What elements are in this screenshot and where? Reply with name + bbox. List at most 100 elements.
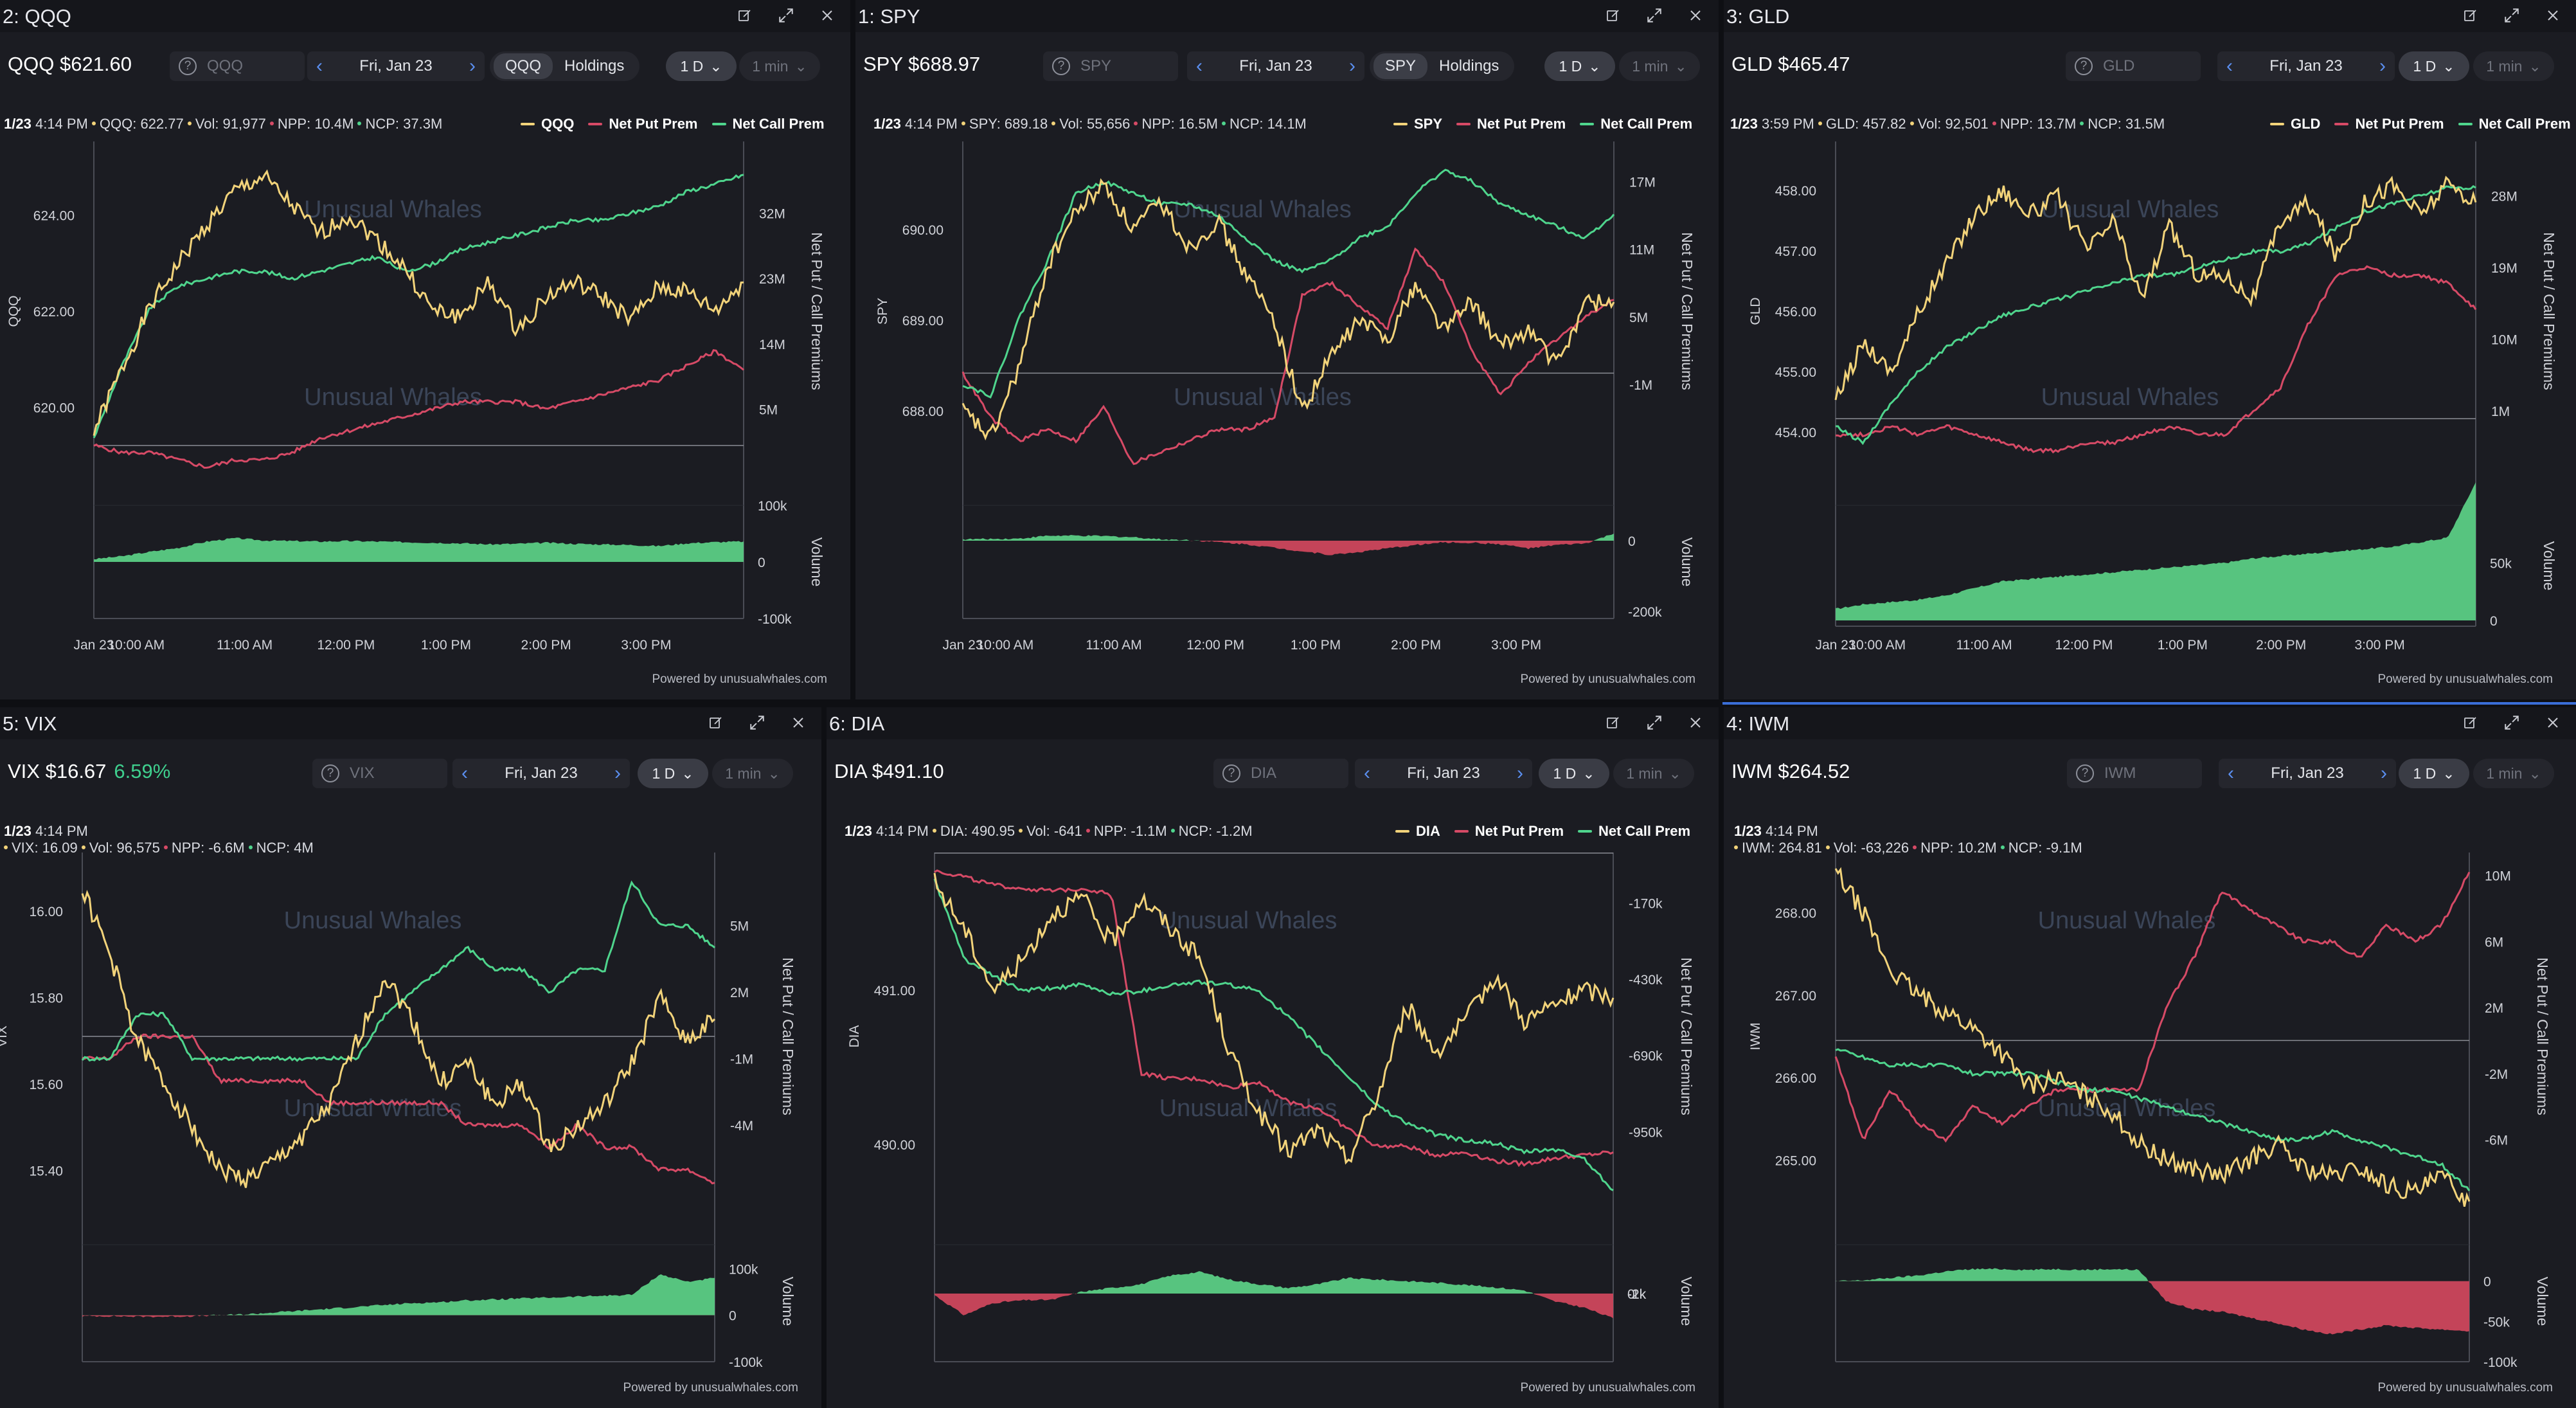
search-input[interactable] — [1249, 764, 1348, 783]
chevron-left-icon[interactable]: ‹ — [461, 763, 468, 784]
close-icon[interactable] — [1684, 4, 1707, 27]
chevron-right-icon[interactable]: › — [1516, 763, 1523, 784]
legend-item[interactable]: Net Put Prem — [1456, 116, 1566, 132]
close-icon[interactable] — [2541, 711, 2564, 734]
legend-item[interactable]: DIA — [1395, 823, 1440, 840]
timeframe-select[interactable]: 1 D ⌄ — [1539, 759, 1609, 788]
date-label[interactable]: Fri, Jan 23 — [2271, 764, 2344, 782]
legend-item[interactable]: Net Put Prem — [588, 116, 698, 132]
legend-item[interactable]: Net Put Prem — [2334, 116, 2444, 132]
chevron-down-icon: ⌄ — [1668, 764, 1681, 782]
time-tick-label: 1:00 PM — [421, 638, 471, 653]
timeframe-select[interactable]: 1 D ⌄ — [638, 759, 708, 788]
search-input[interactable] — [2103, 764, 2202, 783]
date-label[interactable]: Fri, Jan 23 — [2269, 57, 2343, 75]
powered-by-label[interactable]: Powered by unusualwhales.com — [1520, 672, 1696, 686]
close-icon[interactable] — [2541, 4, 2564, 27]
date-label[interactable]: Fri, Jan 23 — [505, 764, 578, 782]
expand-icon[interactable] — [774, 4, 798, 27]
powered-by-label[interactable]: Powered by unusualwhales.com — [2377, 1381, 2554, 1394]
search-input[interactable] — [348, 764, 447, 783]
info-dot — [1818, 122, 1822, 126]
legend-item[interactable]: GLD — [2270, 116, 2320, 132]
timeframe-select[interactable]: 1 D ⌄ — [2399, 759, 2469, 788]
timeframe-select[interactable]: 1 D ⌄ — [1544, 51, 1615, 81]
ticker-search[interactable]: ? — [1213, 759, 1348, 788]
legend-item[interactable]: QQQ — [521, 116, 574, 132]
volume-area-positive — [1073, 1271, 1534, 1294]
price-premium-chart[interactable]: Unusual Whales Unusual Whales 16.00 15.80 15… — [0, 707, 821, 1408]
premium-tick-label: 5M — [759, 402, 778, 417]
net-put-premium-line — [934, 869, 1614, 1168]
search-input[interactable] — [1079, 57, 1178, 76]
chevron-down-icon: ⌄ — [767, 764, 780, 782]
premium-tick-label: 28M — [2491, 189, 2518, 204]
chevron-left-icon[interactable]: ‹ — [1196, 55, 1203, 77]
close-icon[interactable] — [1684, 711, 1707, 734]
chevron-left-icon[interactable]: ‹ — [2226, 55, 2233, 77]
interval-select[interactable]: 1 min ⌄ — [712, 759, 793, 788]
chevron-right-icon[interactable]: › — [2380, 763, 2387, 784]
legend-item[interactable]: SPY — [1393, 116, 1442, 132]
price-premium-chart[interactable]: Unusual Whales Unusual Whales 268.00 267.00… — [1724, 707, 2576, 1408]
expand-icon[interactable] — [2500, 4, 2523, 27]
price-value: $465.47 — [1778, 53, 1850, 75]
powered-by-label[interactable]: Powered by unusualwhales.com — [623, 1381, 799, 1394]
edit-icon[interactable] — [2459, 711, 2482, 734]
interval-select[interactable]: 1 min ⌄ — [739, 51, 820, 81]
chevron-right-icon[interactable]: › — [469, 55, 476, 77]
edit-icon[interactable] — [1602, 4, 1625, 27]
expand-icon[interactable] — [1643, 4, 1666, 27]
close-icon[interactable] — [816, 4, 839, 27]
date-label[interactable]: Fri, Jan 23 — [359, 57, 433, 75]
chevron-right-icon[interactable]: › — [1348, 55, 1355, 77]
interval-select[interactable]: 1 min ⌄ — [2473, 51, 2554, 81]
price-premium-chart[interactable]: Unusual Whales Unusual Whales 624.00 622.00… — [0, 0, 850, 699]
search-input[interactable] — [2102, 57, 2201, 76]
interval-select[interactable]: 1 min ⌄ — [1619, 51, 1700, 81]
powered-by-label[interactable]: Powered by unusualwhales.com — [2377, 672, 2554, 686]
chevron-left-icon[interactable]: ‹ — [316, 55, 323, 77]
view-toggle-ticker[interactable]: SPY — [1373, 53, 1428, 79]
chevron-right-icon[interactable]: › — [614, 763, 621, 784]
legend-item[interactable]: Net Call Prem — [1578, 823, 1690, 840]
price-premium-chart[interactable]: Unusual Whales Unusual Whales 458.00 457.00… — [1724, 0, 2576, 699]
close-icon[interactable] — [787, 711, 810, 734]
powered-by-label[interactable]: Powered by unusualwhales.com — [652, 672, 828, 686]
interval-select[interactable]: 1 min ⌄ — [2473, 759, 2554, 788]
interval-select[interactable]: 1 min ⌄ — [1613, 759, 1694, 788]
ticker-search[interactable]: ? — [312, 759, 447, 788]
chart-legend: SPY Net Put Prem Net Call Prem — [1393, 116, 1692, 132]
expand-icon[interactable] — [746, 711, 769, 734]
view-toggle-holdings[interactable]: Holdings — [1439, 57, 1499, 75]
search-input[interactable] — [206, 57, 305, 76]
view-toggle-ticker[interactable]: QQQ — [494, 53, 553, 79]
chevron-right-icon[interactable]: › — [2379, 55, 2386, 77]
date-label[interactable]: Fri, Jan 23 — [1407, 764, 1480, 782]
legend-item[interactable]: Net Put Prem — [1454, 823, 1564, 840]
ticker-search[interactable]: ? — [2066, 51, 2201, 81]
edit-icon[interactable] — [733, 4, 756, 27]
legend-label: QQQ — [541, 116, 575, 132]
chevron-left-icon[interactable]: ‹ — [1364, 763, 1370, 784]
legend-item[interactable]: Net Call Prem — [2458, 116, 2571, 132]
view-toggle-holdings[interactable]: Holdings — [564, 57, 625, 75]
date-label[interactable]: Fri, Jan 23 — [1239, 57, 1312, 75]
edit-icon[interactable] — [704, 711, 728, 734]
legend-item[interactable]: Net Call Prem — [711, 116, 825, 132]
chevron-left-icon[interactable]: ‹ — [2228, 763, 2234, 784]
expand-icon[interactable] — [1643, 711, 1666, 734]
ticker-search[interactable]: ? — [2067, 759, 2202, 788]
legend-item[interactable]: Net Call Prem — [1580, 116, 1692, 132]
view-toggle: QQQ Holdings — [490, 51, 640, 81]
powered-by-label[interactable]: Powered by unusualwhales.com — [1520, 1381, 1696, 1394]
expand-icon[interactable] — [2500, 711, 2523, 734]
timeframe-select[interactable]: 1 D ⌄ — [666, 51, 737, 81]
timeframe-select[interactable]: 1 D ⌄ — [2399, 51, 2469, 81]
edit-icon[interactable] — [2459, 4, 2482, 27]
ticker-search[interactable]: ? — [170, 51, 305, 81]
edit-icon[interactable] — [1602, 711, 1625, 734]
ticker-search[interactable]: ? — [1043, 51, 1178, 81]
